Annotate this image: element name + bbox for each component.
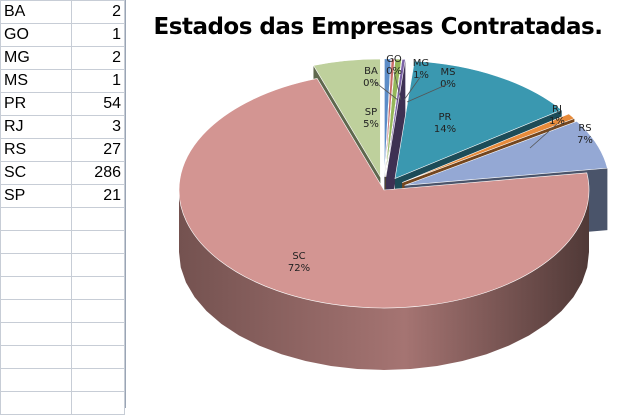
count-cell[interactable]: 3	[71, 115, 125, 139]
state-cell[interactable]: GO	[0, 23, 72, 47]
leader-line-ba	[374, 81, 399, 101]
pie-chart[interactable]: Estados das Empresas Contratadas. BA 0% GO…	[126, 0, 630, 408]
empty-cell[interactable]	[0, 230, 72, 254]
count-cell[interactable]: 1	[71, 69, 125, 93]
table-row: SP 21	[0, 184, 125, 208]
slice-percent-mg: 1%	[413, 70, 429, 81]
table-row: MS 1	[0, 69, 125, 93]
table-row: RJ 3	[0, 115, 125, 139]
empty-row	[0, 299, 125, 323]
empty-row	[0, 230, 125, 254]
empty-cell[interactable]	[71, 322, 125, 346]
slice-label-ms: MS	[441, 67, 456, 78]
leader-line-go	[393, 71, 402, 101]
slice-percent-pr: 14%	[434, 124, 456, 135]
count-cell[interactable]: 27	[71, 138, 125, 162]
slice-top	[312, 58, 381, 179]
count-cell[interactable]: 21	[71, 184, 125, 208]
slice-top	[384, 58, 392, 177]
slice-percent-rj: 1%	[549, 116, 565, 127]
slice-percent-sc: 72%	[288, 263, 310, 274]
slice-percent-rs: 7%	[577, 135, 593, 146]
empty-cell[interactable]	[0, 345, 72, 369]
state-cell[interactable]: PR	[0, 92, 72, 116]
slice-percent-go: 0%	[386, 66, 402, 77]
empty-row	[0, 276, 125, 300]
empty-cell[interactable]	[71, 253, 125, 277]
slice-label-rs: RS	[578, 123, 591, 134]
empty-row	[0, 253, 125, 277]
empty-cell[interactable]	[0, 299, 72, 323]
table-row: GO 1	[0, 23, 125, 47]
slice-top	[385, 58, 402, 177]
empty-cell[interactable]	[0, 276, 72, 300]
state-cell[interactable]: BA	[0, 0, 72, 24]
state-cell[interactable]: RS	[0, 138, 72, 162]
slice-top	[384, 58, 395, 177]
count-cell[interactable]: 286	[71, 161, 125, 185]
empty-cell[interactable]	[71, 230, 125, 254]
count-cell[interactable]: 1	[71, 23, 125, 47]
empty-row	[0, 368, 125, 392]
slice-label-go: GO	[386, 54, 402, 65]
count-cell[interactable]: 2	[71, 0, 125, 24]
spreadsheet-area: BA 2 GO 1 MG 2 MS 1 PR 54 RJ 3 RS 27 SC 286 SP 21	[0, 0, 126, 415]
leader-line-mg	[403, 75, 422, 101]
slice-label-sc: SC	[292, 251, 305, 262]
empty-cell[interactable]	[71, 207, 125, 231]
table-row: MG 2	[0, 46, 125, 70]
empty-cell[interactable]	[71, 345, 125, 369]
empty-cell[interactable]	[0, 368, 72, 392]
table-row: PR 54	[0, 92, 125, 116]
slice-percent-ms: 0%	[440, 79, 456, 90]
empty-cell[interactable]	[0, 322, 72, 346]
slice-top	[402, 113, 575, 183]
data-table: BA 2 GO 1 MG 2 MS 1 PR 54 RJ 3 RS 27 SC 286 SP 21	[0, 0, 125, 415]
empty-row	[0, 322, 125, 346]
slice-label-pr: PR	[439, 112, 452, 123]
empty-row	[0, 345, 125, 369]
empty-row	[0, 391, 125, 415]
leader-line-ms	[406, 83, 449, 103]
empty-cell[interactable]	[0, 253, 72, 277]
count-cell[interactable]: 54	[71, 92, 125, 116]
empty-cell[interactable]	[71, 391, 125, 415]
slice-label-mg: MG	[413, 58, 429, 69]
chart-title: Estados das Empresas Contratadas.	[153, 14, 603, 40]
empty-cell[interactable]	[0, 207, 72, 231]
state-cell[interactable]: MS	[0, 69, 72, 93]
pie-slice-sc[interactable]	[178, 78, 590, 370]
state-cell[interactable]: RJ	[0, 115, 72, 139]
state-cell[interactable]: SP	[0, 184, 72, 208]
count-cell[interactable]: 2	[71, 46, 125, 70]
empty-cell[interactable]	[71, 299, 125, 323]
state-cell[interactable]: MG	[0, 46, 72, 70]
slice-percent-sp: 5%	[363, 119, 379, 130]
empty-cell[interactable]	[71, 368, 125, 392]
table-row: RS 27	[0, 138, 125, 162]
slice-top	[404, 120, 608, 186]
slice-label-rj: RJ	[552, 104, 562, 115]
slice-top	[178, 78, 590, 309]
slice-side	[179, 190, 589, 370]
table-row: BA 2	[0, 0, 125, 24]
leader-line-rj	[529, 123, 558, 149]
table-row: SC 286	[0, 161, 125, 185]
slice-label-ba: BA	[364, 66, 378, 77]
empty-cell[interactable]	[71, 276, 125, 300]
slice-percent-ba: 0%	[363, 78, 379, 89]
state-cell[interactable]: SC	[0, 161, 72, 185]
slice-label-sp: SP	[365, 107, 377, 118]
slice-top	[394, 60, 563, 180]
empty-row	[0, 207, 125, 231]
empty-cell[interactable]	[0, 391, 72, 415]
slice-top	[385, 58, 406, 177]
